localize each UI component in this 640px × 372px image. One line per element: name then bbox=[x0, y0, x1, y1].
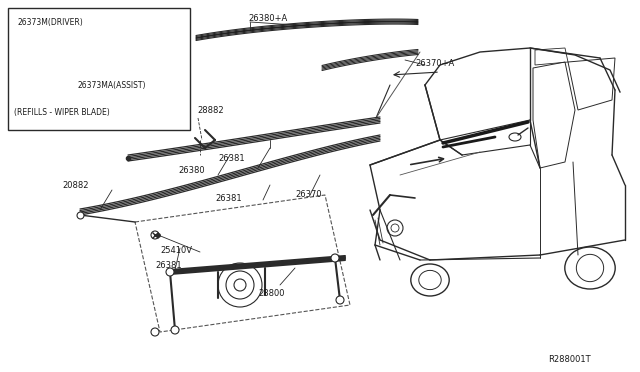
Bar bbox=[8, 8, 190, 130]
Text: 26381: 26381 bbox=[215, 193, 242, 202]
Text: 26370: 26370 bbox=[295, 189, 322, 199]
Text: 26380+A: 26380+A bbox=[248, 13, 287, 22]
Circle shape bbox=[336, 296, 344, 304]
Text: 26381: 26381 bbox=[155, 260, 182, 269]
Text: (REFILLS - WIPER BLADE): (REFILLS - WIPER BLADE) bbox=[14, 108, 109, 116]
Text: 20882: 20882 bbox=[62, 180, 88, 189]
Text: R288001T: R288001T bbox=[548, 356, 591, 365]
Circle shape bbox=[166, 268, 174, 276]
Circle shape bbox=[151, 328, 159, 336]
Text: 26370+A: 26370+A bbox=[415, 58, 454, 67]
Text: 28882: 28882 bbox=[197, 106, 223, 115]
Circle shape bbox=[171, 326, 179, 334]
Text: 26381: 26381 bbox=[218, 154, 244, 163]
Text: 26373M(DRIVER): 26373M(DRIVER) bbox=[18, 17, 84, 26]
Text: 25410V: 25410V bbox=[160, 246, 192, 254]
Text: 28800: 28800 bbox=[258, 289, 285, 298]
Text: 26380: 26380 bbox=[178, 166, 205, 174]
Circle shape bbox=[331, 254, 339, 262]
Text: 26373MA(ASSIST): 26373MA(ASSIST) bbox=[78, 80, 147, 90]
